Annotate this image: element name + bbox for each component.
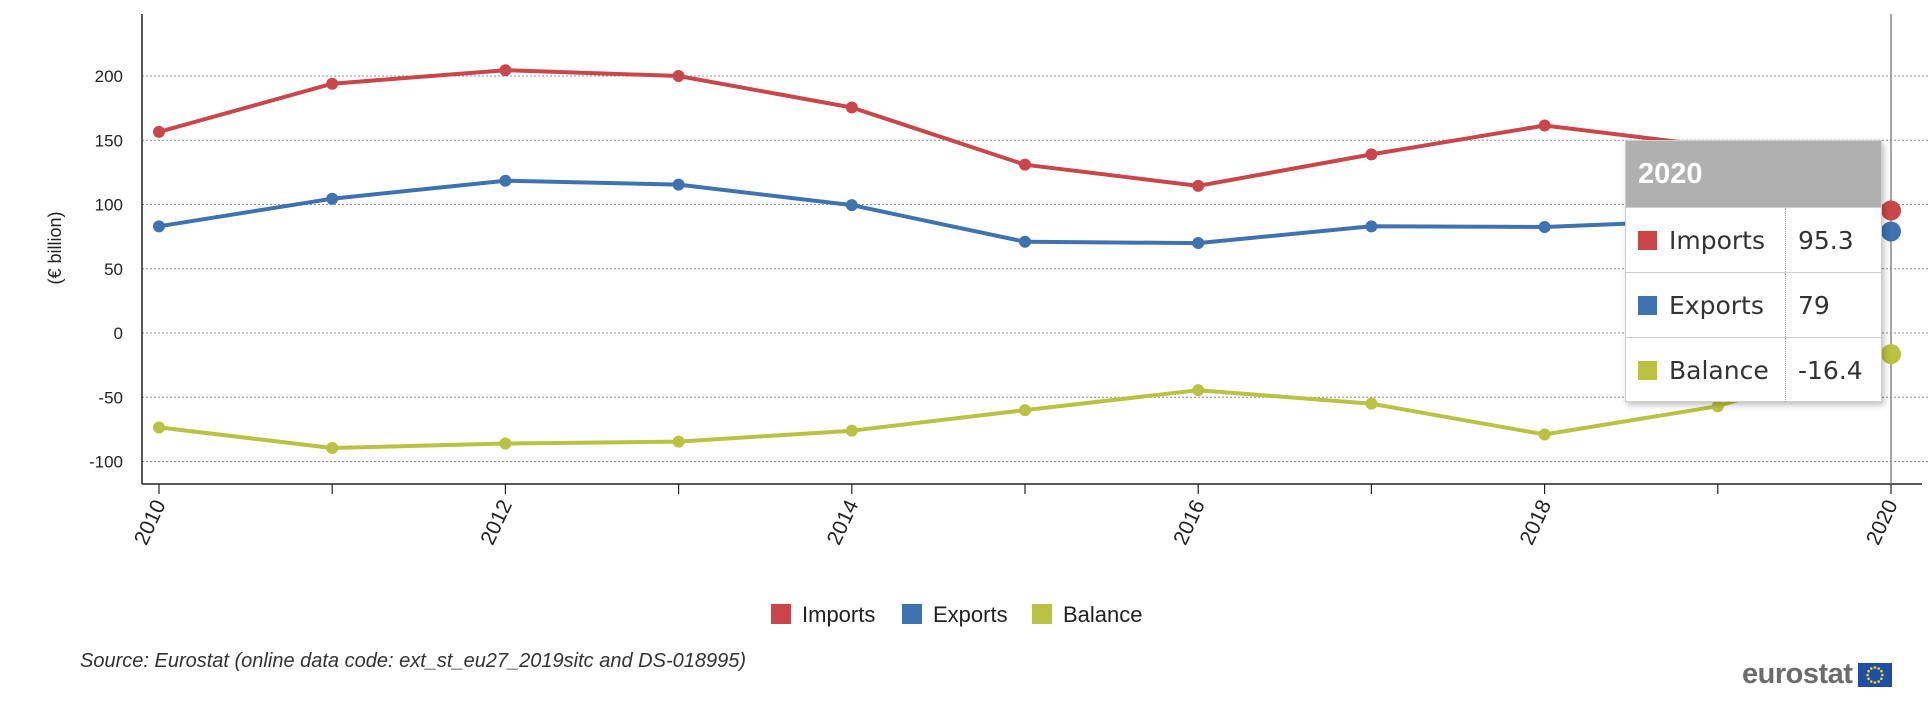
legend-swatch-exports: [902, 604, 922, 624]
data-point-balance-2015: [1019, 404, 1031, 417]
series-balance: [153, 344, 1901, 455]
data-point-exports-2014: [845, 199, 858, 212]
series-exports: [153, 174, 1901, 250]
data-point-exports-2012: [499, 174, 512, 187]
y-tick-label: 50: [104, 260, 123, 279]
legend-item-balance[interactable]: Balance: [1032, 602, 1143, 627]
legend-swatch-imports: [771, 604, 791, 624]
logo-wordmark: eurostat: [1742, 658, 1853, 690]
x-tick-label: 2014: [823, 496, 864, 548]
data-point-balance-2018: [1538, 428, 1551, 441]
data-point-balance-2010: [153, 421, 165, 434]
data-point-balance-2014: [845, 424, 858, 437]
tooltip-year: 2020: [1626, 141, 1881, 207]
data-point-exports-2017: [1365, 220, 1378, 233]
data-point-balance-2011: [326, 442, 339, 455]
data-point-balance-2019: [1711, 400, 1724, 413]
data-point-exports-2011: [326, 192, 339, 205]
data-point-exports-2020: [1881, 221, 1901, 242]
eurostat-logo[interactable]: eurostat: [1742, 658, 1893, 691]
data-point-exports-2018: [1538, 220, 1551, 233]
data-point-balance-2020: [1881, 344, 1901, 365]
source-note: Source: Eurostat (online data code: ext_…: [80, 650, 746, 672]
x-tick-label: 2018: [1516, 496, 1557, 548]
tooltip-row-balance: Balance -16.4: [1626, 337, 1881, 402]
data-point-imports-2018: [1538, 119, 1551, 132]
tooltip-value-exports: 79: [1798, 290, 1830, 320]
x-tick-label: 2020: [1862, 496, 1903, 548]
data-point-balance-2012: [499, 437, 512, 450]
tooltip-value-balance: -16.4: [1798, 355, 1863, 385]
tooltip-row-exports: Exports 79: [1626, 272, 1881, 337]
data-point-imports-2012: [499, 64, 512, 77]
y-tick-label: 0: [114, 324, 123, 343]
data-point-balance-2016: [1192, 384, 1205, 397]
data-point-imports-2011: [326, 77, 339, 90]
x-tick-label: 2012: [476, 496, 517, 548]
data-point-imports-2020: [1881, 200, 1901, 221]
x-axis-ticks: 2010 2012 2014 2016 2018 2020: [130, 484, 1903, 548]
legend-label-imports: Imports: [802, 602, 875, 627]
data-point-balance-2017: [1365, 397, 1378, 410]
y-tick-label: 200: [95, 67, 123, 86]
y-tick-label: 150: [95, 131, 123, 150]
legend-label-balance: Balance: [1063, 602, 1143, 627]
y-axis-title: (€ billion): [45, 211, 65, 284]
x-tick-label: 2016: [1169, 496, 1210, 548]
tooltip-label-imports: Imports: [1669, 225, 1765, 255]
data-point-imports-2015: [1019, 158, 1031, 171]
data-point-imports-2016: [1192, 179, 1205, 192]
y-tick-label: 100: [95, 196, 123, 215]
y-tick-label: -100: [89, 453, 123, 472]
data-tooltip: 2020 Imports 95.3 Exports 79 Balance -16…: [1625, 140, 1882, 402]
tooltip-swatch-exports: [1638, 295, 1657, 315]
tooltip-label-exports: Exports: [1669, 290, 1764, 320]
legend-swatch-balance: [1032, 604, 1052, 624]
data-point-imports-2013: [672, 70, 685, 82]
data-point-imports-2017: [1365, 148, 1378, 161]
data-point-exports-2016: [1192, 237, 1205, 250]
eu-flag-icon: [1858, 662, 1893, 687]
series-layer: [153, 64, 1901, 455]
tooltip-row-imports: Imports 95.3: [1626, 207, 1881, 272]
y-tick-label: -50: [98, 388, 123, 407]
data-point-exports-2010: [153, 220, 165, 233]
legend-label-exports: Exports: [933, 602, 1008, 627]
axes: [141, 14, 1922, 485]
data-point-balance-2013: [672, 435, 685, 448]
data-point-imports-2014: [845, 101, 858, 114]
tooltip-value-imports: 95.3: [1798, 225, 1854, 255]
tooltip-swatch-balance: [1638, 360, 1657, 380]
series-imports: [153, 64, 1901, 221]
legend[interactable]: Imports Exports Balance: [771, 602, 1143, 627]
x-tick-label: 2010: [130, 496, 171, 548]
data-point-exports-2015: [1019, 235, 1031, 248]
legend-item-exports[interactable]: Exports: [902, 602, 1008, 627]
tooltip-swatch-imports: [1638, 230, 1657, 250]
y-axis-ticks: -100 -50 0 50 100 150 200: [89, 67, 123, 472]
tooltip-label-balance: Balance: [1669, 355, 1769, 385]
legend-item-imports[interactable]: Imports: [771, 602, 875, 627]
data-point-imports-2010: [153, 125, 165, 138]
data-point-exports-2013: [672, 178, 685, 191]
